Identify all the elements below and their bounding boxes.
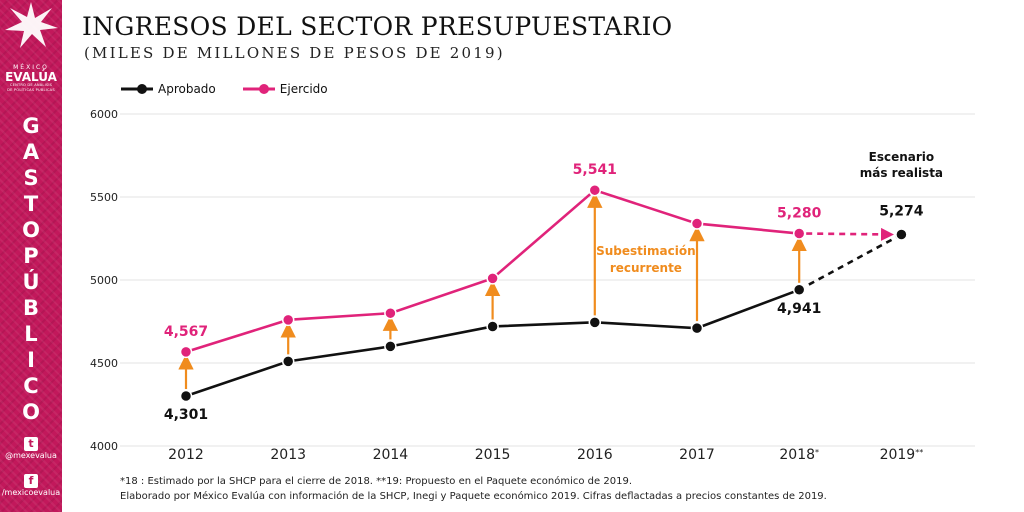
- twitter-block[interactable]: t @mexevalua: [0, 437, 62, 460]
- vertical-letter-publico: I: [27, 348, 35, 372]
- data-point-aprobado: [895, 228, 908, 241]
- x-tick-label: 2017: [679, 447, 715, 463]
- series-line-aprobado-projection: [798, 233, 903, 291]
- data-label-ejercido: 5,280: [777, 206, 822, 222]
- y-tick-label: 4000: [90, 440, 118, 453]
- data-point-ejercido: [384, 306, 397, 320]
- vertical-letter-publico: B: [22, 296, 39, 320]
- x-tick-label: 2015: [475, 447, 511, 463]
- vertical-letter-publico: Ú: [22, 270, 40, 294]
- page-subtitle: (MILES DE MILLONES DE PESOS DE 2019): [84, 44, 505, 62]
- data-point-ejercido: [281, 313, 295, 327]
- x-tick-label: 2012: [168, 447, 204, 463]
- vertical-letter-publico: P: [23, 244, 39, 268]
- vertical-letter-publico: C: [23, 374, 39, 398]
- facebook-block[interactable]: f /mexicoevalua: [0, 474, 62, 497]
- annotation-mas-realista: más realista: [860, 166, 943, 180]
- footnotes: *18 : Estimado por la SHCP para el cierr…: [120, 474, 827, 504]
- data-point-aprobado: [588, 316, 602, 329]
- brand-top: MÉXICO: [13, 64, 49, 71]
- data-point-aprobado: [179, 389, 193, 403]
- legend-item-aprobado: Aprobado: [120, 82, 216, 96]
- x-tick-label: 2019**: [880, 447, 924, 463]
- star-logo-icon: [5, 2, 58, 48]
- data-label-aprobado: 4,941: [777, 301, 821, 317]
- data-point-aprobado: [384, 340, 397, 353]
- footnote-1: *18 : Estimado por la SHCP para el cierr…: [120, 476, 632, 487]
- y-tick-label: 5000: [90, 274, 118, 287]
- data-point-aprobado: [281, 355, 295, 368]
- data-point-ejercido: [179, 345, 193, 359]
- series-line-ejercido-projection: [806, 227, 894, 241]
- brand-sub-2: DE POLÍTICAS PÚBLICAS: [7, 87, 55, 92]
- data-point-ejercido: [690, 217, 704, 230]
- data-point-aprobado: [690, 321, 704, 335]
- brand-block: MÉXICO EVALÚA CENTRO DE ANÁLISIS DE POLÍ…: [0, 64, 62, 92]
- annotation-subestimacion: Subestimación: [596, 244, 696, 258]
- data-label-aprobado: 4,301: [164, 407, 208, 423]
- facebook-icon: f: [24, 474, 38, 488]
- twitter-icon: t: [24, 437, 38, 451]
- x-tick-label: 2013: [270, 447, 306, 463]
- page-title: INGRESOS DEL SECTOR PRESUPUESTARIO: [82, 12, 673, 41]
- vertical-letter-gasto: G: [22, 114, 40, 138]
- data-label-aprobado: 5,274: [879, 204, 924, 220]
- y-tick-label: 6000: [90, 108, 118, 121]
- footnote-2: Elaborado por México Evalúa con informac…: [120, 491, 827, 502]
- x-tick-label: 2018*: [779, 447, 819, 463]
- sidebar-pattern: [0, 0, 62, 512]
- vertical-letter-gasto: T: [23, 192, 39, 216]
- vertical-letter-publico: L: [24, 322, 38, 346]
- twitter-handle: @mexevalua: [5, 451, 57, 460]
- data-label-ejercido: 4,567: [164, 324, 208, 340]
- data-point-ejercido: [486, 272, 499, 285]
- data-label-ejercido: 5,541: [573, 162, 617, 178]
- legend-swatch-ejercido: [242, 84, 275, 94]
- legend-swatch-aprobado: [121, 84, 153, 94]
- facebook-handle: /mexicoevalua: [1, 488, 61, 497]
- annotation-escenario: Escenario: [869, 150, 935, 164]
- vertical-letter-gasto: O: [22, 218, 40, 242]
- vertical-letter-publico: O: [22, 400, 40, 424]
- sidebar: MÉXICO EVALÚA CENTRO DE ANÁLISIS DE POLÍ…: [0, 0, 62, 512]
- y-tick-label: 5500: [90, 191, 118, 204]
- legend-item-ejercido: Ejercido: [242, 82, 328, 96]
- chart-legend: Aprobado Ejercido: [120, 80, 354, 98]
- vertical-letter-gasto: S: [23, 166, 39, 190]
- x-tick-label: 2014: [373, 447, 409, 463]
- y-tick-label: 4500: [90, 357, 118, 370]
- brand-sub-1: CENTRO DE ANÁLISIS: [9, 83, 53, 87]
- legend-label-aprobado: Aprobado: [158, 82, 216, 96]
- x-tick-label: 2016: [577, 447, 613, 463]
- vertical-letter-gasto: A: [22, 140, 40, 164]
- data-point-aprobado: [486, 320, 499, 333]
- legend-label-ejercido: Ejercido: [279, 82, 328, 96]
- data-point-ejercido: [792, 227, 806, 240]
- brand-main: EVALÚA: [5, 70, 57, 84]
- annotation-recurrente: recurrente: [610, 261, 682, 275]
- data-point-aprobado: [792, 283, 806, 297]
- data-point-ejercido: [588, 183, 602, 197]
